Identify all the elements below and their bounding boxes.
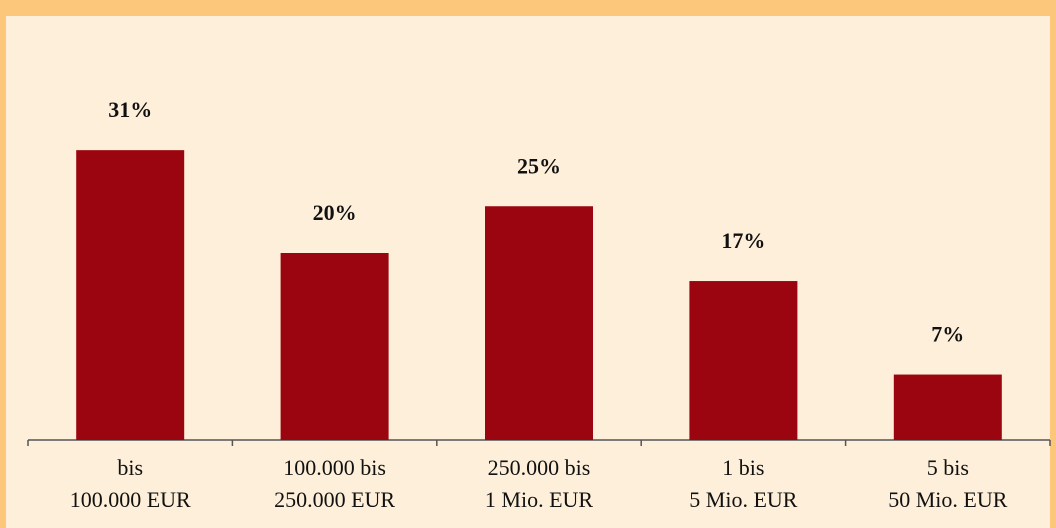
bar [76,150,185,440]
x-tick-label: 100.000 bis [283,455,386,480]
value-label: 25% [517,153,561,178]
value-label: 17% [721,228,765,253]
x-tick-label: bis [117,455,143,480]
bar [893,374,1002,440]
x-tick-label: 5 bis [927,455,969,480]
bar [485,206,593,440]
value-label: 31% [108,97,152,122]
bar [280,253,389,440]
x-tick-label: 250.000 EUR [274,487,395,512]
x-tick-label: 1 bis [722,455,764,480]
value-label: 20% [313,200,357,225]
bar [689,281,798,440]
x-tick-label: 100.000 EUR [70,487,191,512]
value-label: 7% [931,322,964,347]
x-tick-label: 250.000 bis [488,455,591,480]
x-tick-label: 5 Mio. EUR [689,487,798,512]
x-tick-label: 1 Mio. EUR [485,487,594,512]
x-tick-label: 50 Mio. EUR [888,487,1008,512]
